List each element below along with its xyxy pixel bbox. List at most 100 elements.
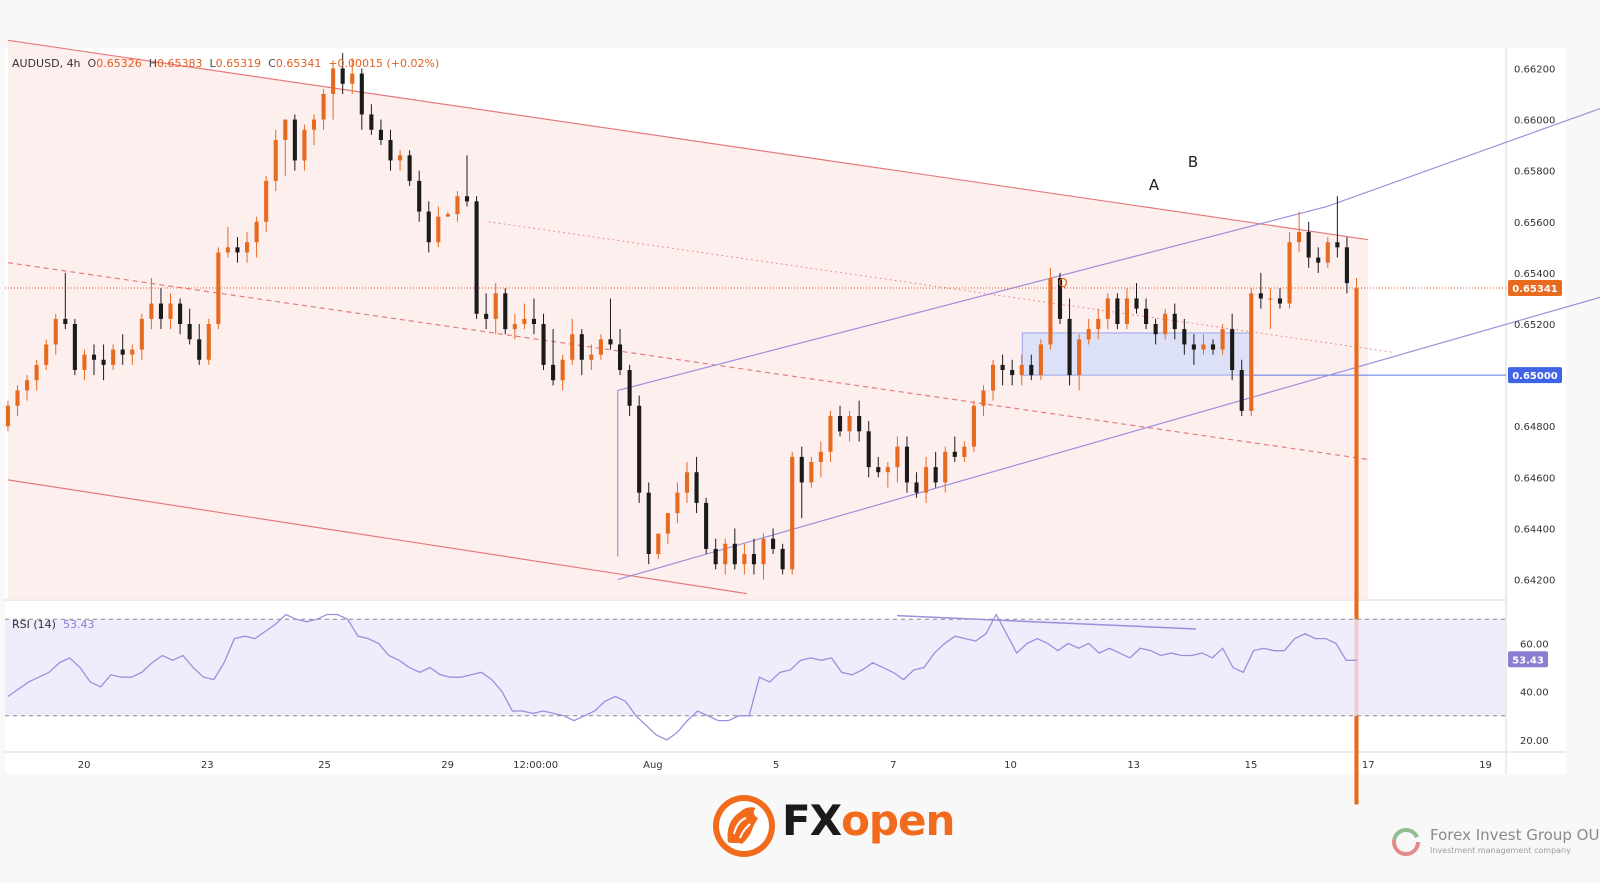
legend-high: 0.65383 bbox=[157, 57, 203, 70]
candle-body bbox=[1354, 288, 1359, 805]
candle-body bbox=[531, 318, 537, 324]
candle-body bbox=[464, 196, 470, 202]
candle bbox=[1096, 308, 1101, 340]
candle-body bbox=[206, 324, 211, 360]
candle-body bbox=[407, 155, 412, 181]
candle bbox=[44, 339, 49, 370]
candle bbox=[1201, 334, 1206, 355]
candle-body bbox=[780, 548, 785, 570]
rsi-line bbox=[7, 613, 1357, 741]
candle bbox=[206, 318, 211, 365]
y-tick-label: 0.66000 bbox=[1514, 116, 1555, 127]
candle bbox=[273, 129, 278, 192]
candle-body bbox=[292, 119, 297, 161]
candle bbox=[111, 344, 116, 370]
candle bbox=[1038, 339, 1043, 381]
candle-body bbox=[369, 114, 374, 130]
candle bbox=[570, 318, 575, 365]
candle bbox=[1172, 303, 1177, 340]
candle bbox=[1067, 298, 1072, 386]
candle bbox=[914, 472, 919, 498]
candle bbox=[1048, 267, 1053, 350]
candle-body bbox=[637, 405, 642, 493]
candle-body bbox=[283, 119, 288, 140]
candle-body bbox=[847, 416, 852, 432]
candle bbox=[378, 119, 383, 146]
candle-body bbox=[178, 303, 183, 324]
candle-body bbox=[1287, 242, 1292, 304]
candle-body bbox=[158, 303, 164, 319]
inner-dotted-line bbox=[488, 221, 1392, 353]
purple-channel-upper bbox=[617, 205, 1328, 557]
candle bbox=[904, 436, 910, 493]
candle-body bbox=[168, 303, 173, 319]
candle-body bbox=[1115, 298, 1120, 324]
candle-body bbox=[187, 324, 192, 340]
candle-body bbox=[675, 492, 680, 514]
candle-body bbox=[522, 318, 527, 324]
candle bbox=[713, 538, 718, 570]
candle-body bbox=[608, 339, 613, 345]
candle bbox=[1105, 293, 1110, 330]
candle bbox=[455, 191, 460, 222]
candle bbox=[264, 175, 269, 232]
candle bbox=[1029, 354, 1034, 381]
candle-body bbox=[990, 364, 996, 391]
candle-body bbox=[1182, 329, 1187, 345]
candle bbox=[981, 385, 986, 416]
candle bbox=[331, 63, 336, 120]
brand-wordmark: FXopen bbox=[782, 796, 955, 845]
candle bbox=[617, 329, 623, 376]
candle bbox=[484, 293, 489, 330]
x-tick-label: 15 bbox=[1245, 760, 1258, 771]
candle bbox=[1057, 272, 1063, 324]
candle bbox=[225, 226, 230, 258]
candle bbox=[1210, 339, 1216, 355]
candle bbox=[847, 410, 852, 442]
candle bbox=[350, 58, 355, 94]
legend-interval: 4h bbox=[66, 57, 81, 70]
legend-symbol: AUDUSD bbox=[12, 57, 60, 70]
channel-upper-line bbox=[7, 39, 1369, 241]
candle bbox=[531, 298, 537, 335]
candle bbox=[1316, 247, 1321, 273]
candle-body bbox=[1134, 298, 1139, 309]
rsi-label: RSI (14) bbox=[12, 618, 56, 631]
candle bbox=[91, 344, 97, 376]
candle bbox=[120, 334, 125, 365]
candle bbox=[474, 196, 479, 319]
purple-channel-upper-ext bbox=[1326, 107, 1600, 208]
candle bbox=[235, 237, 240, 263]
legend-high-label: H bbox=[148, 57, 157, 70]
candle bbox=[990, 359, 996, 401]
company-subtitle: Investment management company bbox=[1430, 846, 1571, 855]
candle-body bbox=[264, 180, 269, 222]
candle bbox=[1191, 334, 1196, 365]
candle bbox=[1220, 324, 1225, 355]
rsi-badge: 53.43 bbox=[1512, 655, 1544, 666]
candle-body bbox=[445, 214, 450, 217]
candle bbox=[359, 68, 364, 130]
candle-body bbox=[952, 451, 957, 457]
candle bbox=[1153, 318, 1158, 345]
candle-body bbox=[474, 201, 479, 314]
candle bbox=[732, 528, 737, 570]
candle-body bbox=[1277, 298, 1283, 304]
candle bbox=[828, 410, 833, 462]
candle-body bbox=[503, 293, 508, 330]
candle-body bbox=[828, 416, 833, 452]
y-tick-label: 0.64200 bbox=[1514, 576, 1555, 587]
candle-body bbox=[971, 405, 976, 447]
candle bbox=[1163, 308, 1168, 340]
candle-body bbox=[72, 324, 77, 370]
x-tick-label: 5 bbox=[773, 760, 779, 771]
candle bbox=[53, 313, 58, 355]
candle-body bbox=[493, 293, 498, 319]
candle bbox=[1258, 272, 1263, 309]
candle-body bbox=[1249, 293, 1254, 411]
candle-body bbox=[771, 538, 776, 549]
candle-body bbox=[25, 380, 30, 391]
candle bbox=[675, 482, 680, 524]
